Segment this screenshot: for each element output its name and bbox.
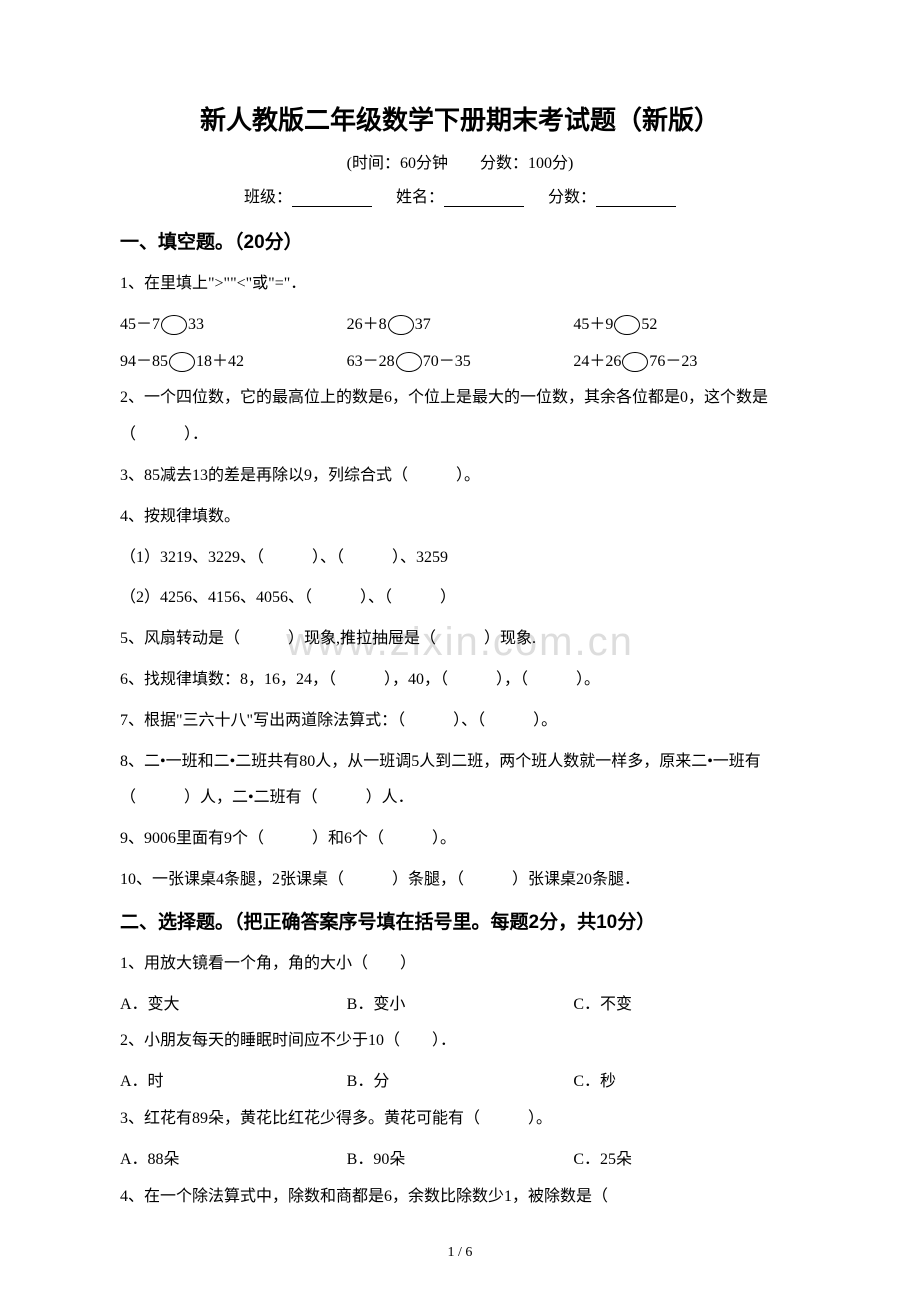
q1-r2-b: 63－2870－35 (347, 344, 574, 381)
page-number: 1 / 6 (120, 1245, 800, 1261)
q9-text: 9、9006里面有9个（ ）和6个（ ）。 (120, 821, 800, 858)
s2-q2-c: C．秒 (573, 1064, 800, 1101)
class-blank (292, 189, 372, 207)
s2-q3-c: C．25朵 (573, 1142, 800, 1179)
q1-row1: 45－733 26＋837 45＋952 (120, 307, 800, 344)
q8-text: 8、二•一班和二•二班共有80人，从一班调5人到二班，两个班人数就一样多，原来二… (120, 744, 800, 818)
s2-q2-a: A．时 (120, 1064, 347, 1101)
q4-1-text: （1）3219、3229、（ ）、（ ）、3259 (120, 540, 800, 577)
q1-r1-a: 45－733 (120, 307, 347, 344)
s2-q1-text: 1、用放大镜看一个角，角的大小（ ） (120, 946, 800, 983)
name-label: 姓名： (396, 189, 444, 206)
q2-text: 2、一个四位数，它的最高位上的数是6，个位上是最大的一位数，其余各位都是0，这个… (120, 380, 800, 454)
section2-heading: 二、选择题。（把正确答案序号填在括号里。每题2分，共10分） (120, 907, 800, 934)
q10-text: 10、一张课桌4条腿，2张课桌（ ）条腿，（ ）张课桌20条腿． (120, 862, 800, 899)
s2-q2-choices: A．时 B．分 C．秒 (120, 1064, 800, 1101)
name-blank (444, 189, 524, 207)
s2-q1-a: A．变大 (120, 987, 347, 1024)
q4-2-text: （2）4256、4156、4056、（ ）、（ ） (120, 580, 800, 617)
section1-heading: 一、填空题。（20分） (120, 227, 800, 254)
s2-q1-b: B．变小 (347, 987, 574, 1024)
q1-r2-c: 24＋2676－23 (573, 344, 800, 381)
s2-q3-a: A．88朵 (120, 1142, 347, 1179)
s2-q3-choices: A．88朵 B．90朵 C．25朵 (120, 1142, 800, 1179)
s2-q4-text: 4、在一个除法算式中，除数和商都是6，余数比除数少1，被除数是（ (120, 1179, 800, 1216)
q4-text: 4、按规律填数。 (120, 499, 800, 536)
info-line: 班级： 姓名： 分数： (120, 183, 800, 207)
q1-r2-a: 94－8518＋42 (120, 344, 347, 381)
s2-q1-choices: A．变大 B．变小 C．不变 (120, 987, 800, 1024)
q1-r1-b: 26＋837 (347, 307, 574, 344)
score-label: 分数： (548, 189, 596, 206)
q1-row2: 94－8518＋42 63－2870－35 24＋2676－23 (120, 344, 800, 381)
s2-q3-b: B．90朵 (347, 1142, 574, 1179)
s2-q1-c: C．不变 (573, 987, 800, 1024)
s2-q2-b: B．分 (347, 1064, 574, 1101)
q1-text: 1、在里填上">""<"或"="． (120, 266, 800, 303)
q1-r1-c: 45＋952 (573, 307, 800, 344)
s2-q3-text: 3、红花有89朵，黄花比红花少得多。黄花可能有（ ）。 (120, 1101, 800, 1138)
score-blank (596, 189, 676, 207)
document-title: 新人教版二年级数学下册期末考试题（新版） (120, 100, 800, 137)
s2-q2-text: 2、小朋友每天的睡眠时间应不少于10（ ）． (120, 1023, 800, 1060)
q3-text: 3、85减去13的差是再除以9，列综合式（ ）。 (120, 458, 800, 495)
class-label: 班级： (244, 189, 292, 206)
document-subtitle: (时间：60分钟 分数：100分) (120, 149, 800, 173)
q6-text: 6、找规律填数：8，16，24，（ ），40，（ ），（ ）。 (120, 662, 800, 699)
q7-text: 7、根据"三六十八"写出两道除法算式：（ ）、（ ）。 (120, 703, 800, 740)
q5-text: 5、风扇转动是（ ）现象,推拉抽屉是（ ）现象. (120, 621, 800, 658)
